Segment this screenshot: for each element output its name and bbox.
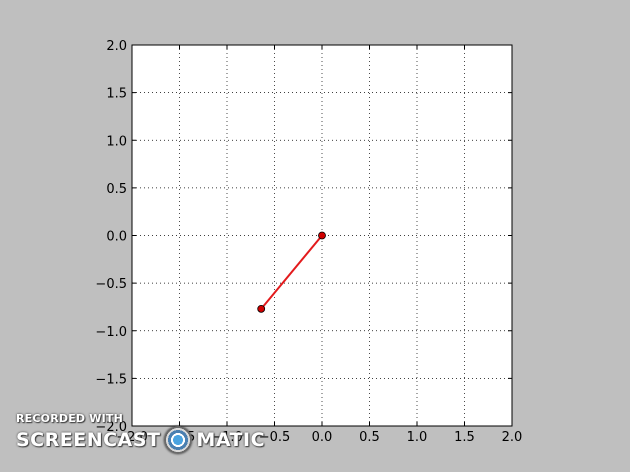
x-tick-label: −1.0	[211, 430, 243, 445]
y-tick-label: 1.5	[106, 87, 127, 102]
x-tick-label: 0.0	[312, 430, 333, 445]
series-layer	[257, 231, 326, 313]
y-tick-label: −1.5	[95, 372, 127, 387]
watermark-left-text: SCREENCAST	[16, 429, 161, 451]
y-tick-label: 1.0	[106, 134, 127, 149]
y-tick-label: −0.5	[95, 277, 127, 292]
x-tick-label: 2.0	[502, 430, 523, 445]
y-axis: 2.0 1.5 1.0 0.5 0.0 −0.5 −1.0 −1.5 −2.0	[95, 39, 512, 435]
series-line	[260, 234, 323, 310]
x-tick-label: −0.5	[259, 430, 291, 445]
watermark-right-text: MATIC	[196, 429, 266, 451]
screencast-logo-icon	[164, 426, 193, 454]
plot-frame	[131, 44, 513, 427]
x-tick-label: 1.5	[454, 430, 475, 445]
y-tick-label: −2.0	[95, 420, 127, 435]
watermark-top-text: RECORDED WITH	[16, 412, 124, 425]
data-point	[257, 304, 266, 313]
screencast-watermark: RECORDED WITH SCREENCAST MATIC	[16, 412, 265, 454]
x-tick-label: −2.0	[116, 430, 148, 445]
x-tick-label: 0.5	[359, 430, 380, 445]
y-tick-label: 0.0	[106, 230, 127, 245]
x-tick-label: 1.0	[407, 430, 428, 445]
y-tick-label: 2.0	[106, 39, 127, 54]
data-point	[318, 231, 326, 240]
y-tick-label: −1.0	[95, 325, 127, 340]
y-tick-label: 0.5	[106, 182, 127, 197]
